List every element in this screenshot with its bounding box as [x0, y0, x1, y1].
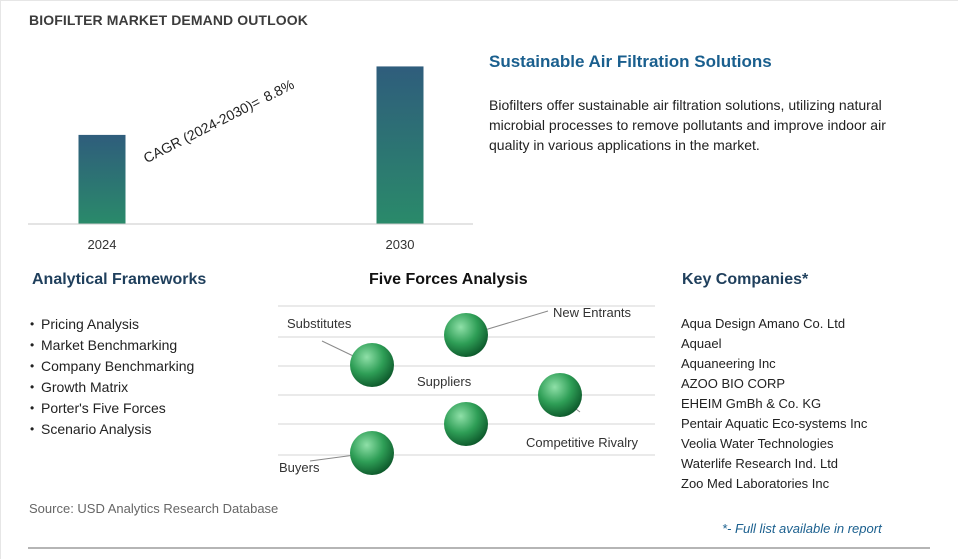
company-item: Pentair Aquatic Eco-systems Inc: [681, 416, 868, 431]
force-label-competitive-rivalry: Competitive Rivalry: [526, 435, 638, 450]
company-item: Zoo Med Laboratories Inc: [681, 476, 830, 491]
sphere-substitutes: [350, 343, 394, 387]
company-item: Aquaneering Inc: [681, 356, 776, 371]
five-forces-diagram: [278, 305, 655, 475]
sphere-new-entrants: [444, 313, 488, 357]
companies-title: Key Companies*: [682, 271, 809, 288]
framework-item: Pricing Analysis: [30, 314, 194, 335]
sphere-buyers: [350, 431, 394, 475]
source-note: Source: USD Analytics Research Database: [29, 501, 279, 516]
frameworks-title: Analytical Frameworks: [32, 271, 207, 288]
demand-bar-chart: 2024 2030: [28, 66, 473, 252]
framework-item: Company Benchmarking: [30, 356, 194, 377]
x-tick-label: 2024: [88, 237, 117, 252]
sphere-competitive-rivalry: [538, 373, 582, 417]
bar-2024: [78, 134, 126, 224]
framework-item: Market Benchmarking: [30, 335, 194, 356]
frame-top-border: [0, 0, 958, 1]
frame-left-border: [0, 0, 1, 559]
company-item: Aquael: [681, 336, 722, 351]
force-label-substitutes: Substitutes: [287, 316, 352, 331]
companies-list: Aqua Design Amano Co. Ltd Aquael Aquanee…: [681, 314, 867, 494]
company-item: Waterlife Research Ind. Ltd: [681, 456, 839, 471]
company-item: Veolia Water Technologies: [681, 436, 834, 451]
page-title: BIOFILTER MARKET DEMAND OUTLOOK: [29, 12, 308, 28]
force-label-suppliers: Suppliers: [417, 374, 472, 389]
company-item: EHEIM GmBh & Co. KG: [681, 396, 822, 411]
company-item: Aqua Design Amano Co. Ltd: [681, 316, 846, 331]
frameworks-list: Pricing Analysis Market Benchmarking Com…: [30, 314, 194, 440]
framework-item: Growth Matrix: [30, 377, 194, 398]
framework-item: Scenario Analysis: [30, 419, 194, 440]
five-forces-title: Five Forces Analysis: [369, 271, 528, 288]
x-tick-label: 2030: [386, 237, 415, 252]
framework-item: Porter's Five Forces: [30, 398, 194, 419]
force-label-buyers: Buyers: [279, 460, 320, 475]
sphere-suppliers: [444, 402, 488, 446]
company-item: AZOO BIO CORP: [681, 376, 786, 391]
force-label-new-entrants: New Entrants: [553, 305, 632, 320]
summary-description: Biofilters offer sustainable air filtrat…: [489, 97, 886, 153]
full-list-note: *- Full list available in report: [722, 521, 882, 536]
summary-headline: Sustainable Air Filtration Solutions: [489, 52, 772, 71]
bar-2030: [376, 66, 424, 224]
footer-rule: [28, 547, 930, 549]
